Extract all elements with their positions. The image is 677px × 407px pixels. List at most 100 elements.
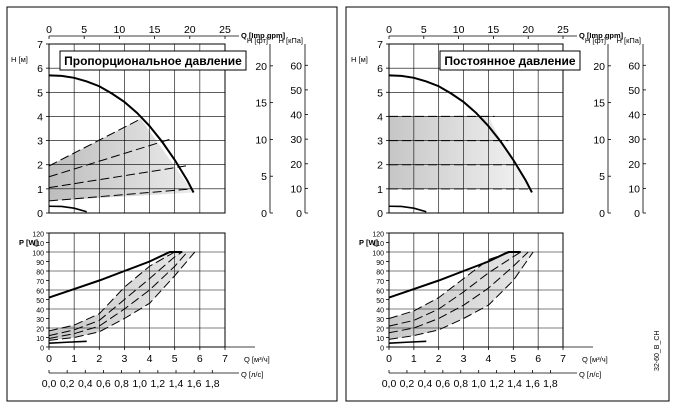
top-tick-label: 20 [184,24,196,36]
kpa-tick-label: 10 [628,183,640,195]
y-tick-label: 5 [377,87,383,99]
power-curve-4 [388,251,529,334]
power-range-area [389,252,534,340]
x-tick-label: 3 [461,353,467,365]
p-tick-label: 120 [372,232,384,239]
top-tick-label: 10 [114,24,126,36]
ls-tick-label: 0,2 [400,378,415,390]
p-tick-label: 30 [376,317,384,324]
ls-tick-label: 0,8 [114,378,129,390]
kpa-tick-label: 20 [290,159,302,171]
x-tick-label: 5 [172,353,178,365]
ft-axis-label: H [фт] [585,36,606,45]
y-tick-label: 0 [377,208,383,220]
ls-tick-label: 0,6 [96,378,111,390]
ls-tick-label: 0,0 [382,378,397,390]
y-tick-label: 5 [37,87,43,99]
head-curve-3 [48,138,170,178]
power-curve-2 [48,251,175,332]
p-tick-label: 10 [36,336,44,343]
ls-tick-label: 0,4 [78,378,93,390]
top-tick-label: 15 [488,24,500,36]
top-axis-label: Q [Imp gpm] [241,31,286,40]
head-curve-5 [48,188,193,202]
figure-code: 32-60_B_CH [654,331,661,371]
x-tick-label: 0 [46,353,52,365]
power-range-area [49,252,195,341]
ls-tick-label: 0,6 [436,378,451,390]
x-tick-label: 2 [96,353,102,365]
top-axis-label: Q [Imp gpm] [579,31,624,40]
top-tick-label: 25 [219,24,231,36]
top-tick-label: 10 [453,24,465,36]
ls-tick-label: 1,4 [169,378,184,390]
head-curve-2 [48,118,141,167]
p-tick-label: 60 [376,289,384,296]
ft-tick-label: 20 [255,61,267,73]
head-curve-plot: 0 1 2 3 4 5 6 7 H [м] 0 5 10 15 20 25 Q [Imp gpm] 0 5 10 15… [11,24,308,220]
x-tick-label: 1 [411,353,417,365]
p-axis-label: P [W] [359,238,379,247]
p-tick-label: 110 [33,241,44,248]
y-axis-label: H [м] [351,55,368,64]
ls-tick-label: 1,0 [471,378,486,390]
power-curve-0 [388,251,521,299]
ft-tick-label: 5 [599,171,605,183]
ft-tick-label: 5 [261,171,267,183]
ls-tick-label: 1,2 [489,378,504,390]
ls-tick-label: 0,4 [418,378,433,390]
p-tick-label: 110 [373,241,384,248]
kpa-tick-label: 60 [628,60,640,72]
top-tick-label: 15 [149,24,161,36]
y-tick-label: 7 [377,39,383,51]
kpa-axis-label: H [кПа] [616,36,641,45]
y-tick-label: 0 [37,208,43,220]
ls-tick-label: 1,6 [525,378,540,390]
power-curve-1 [388,340,427,344]
p-tick-label: 40 [376,308,384,315]
top-tick-label: 0 [386,24,392,36]
ls-axis-label: Q [л/с] [579,370,601,379]
y-tick-label: 6 [37,63,43,75]
x-axis-label: Q [м³/ч] [582,355,608,364]
head-curve-plot: 0 1 2 3 4 5 6 7 H [м] 0 5 10 15 20 25 Q [Imp gpm] 0 5 10 15… [351,24,646,220]
head-curve-0 [388,74,533,193]
p-tick-label: 0 [380,346,384,353]
power-curve-5 [48,251,196,341]
y-tick-label: 4 [37,111,43,123]
x-tick-label: 7 [222,353,228,365]
kpa-tick-label: 30 [628,134,640,146]
title-frame [59,50,247,71]
p-tick-label: 80 [36,270,44,277]
y-tick-label: 1 [377,184,383,196]
kpa-tick-label: 50 [628,85,640,97]
p-tick-label: 60 [36,289,44,296]
head-curve-1 [388,205,427,213]
head-curve-1 [48,205,87,213]
p-tick-label: 30 [36,317,44,324]
plot-border [48,43,226,214]
p-tick-label: 10 [376,336,384,343]
p-tick-label: 50 [376,298,384,305]
kpa-tick-label: 0 [296,208,302,220]
ls-tick-label: 0,8 [453,378,468,390]
y-tick-label: 7 [37,39,43,51]
ft-tick-label: 15 [255,98,267,110]
kpa-tick-label: 0 [634,208,640,220]
p-tick-label: 20 [36,327,44,334]
ft-tick-label: 15 [593,98,605,110]
y-tick-label: 4 [377,111,383,123]
y-tick-label: 2 [377,160,383,172]
p-tick-label: 80 [376,270,384,277]
x-tick-label: 7 [560,353,566,365]
top-tick-label: 0 [46,24,52,36]
power-curve-1 [48,340,87,344]
top-tick-label: 5 [421,24,427,36]
y-tick-label: 2 [37,160,43,172]
ft-tick-label: 0 [261,208,267,220]
